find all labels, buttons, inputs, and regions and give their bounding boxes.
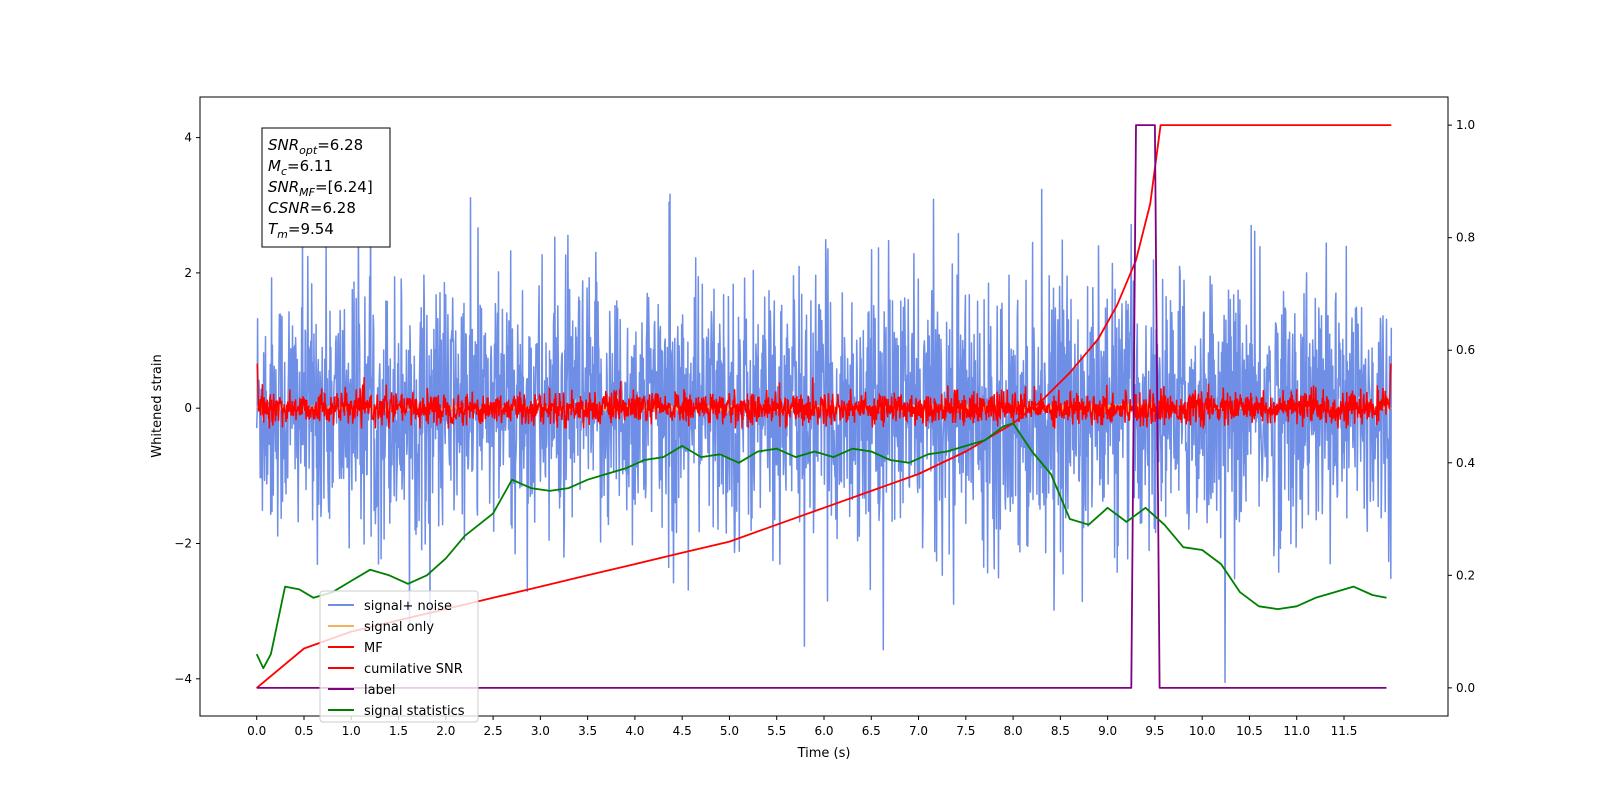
annotation-symbol: M [268,157,281,175]
annotation-frame [261,127,391,248]
x-tick-label: 2.5 [484,724,503,738]
y-tick-label: 0 [184,401,192,415]
series-label-line [256,124,1387,689]
annotation-symbol: CSNR [268,199,310,217]
annotation-value: =6.28 [317,136,363,154]
legend-frame [319,590,479,723]
x-axis: 0.0 0.5 1.0 1.5 2.0 2.5 3.0 3.5 4.0 4.5 5.0 5.5 6.0 6… [247,716,1357,738]
x-tick-label: 8.0 [1004,724,1023,738]
x-tick-label: 3.0 [531,724,550,738]
x-tick-label: 6.5 [862,724,881,738]
legend-entry: MF [364,641,383,656]
x-tick-label: 1.0 [342,724,361,738]
y-axis-left: −4 −2 0 2 4 [174,131,200,686]
x-tick-label: 10.0 [1189,724,1216,738]
annotation-subscript: c [281,165,287,178]
legend-entry: signal statistics [364,704,465,719]
x-tick-label: 6.0 [814,724,833,738]
annotation-value: =6.28 [310,199,356,217]
annotation-line: CSNR=6.28 [268,199,356,217]
y-axis-right: 0.0 0.2 0.4 0.6 0.8 1.0 [1448,118,1475,695]
x-tick-label: 8.5 [1051,724,1070,738]
annotation-subscript: MF [299,186,315,199]
x-tick-label: 11.5 [1331,724,1358,738]
x-tick-label: 3.5 [578,724,597,738]
y2-tick-label: 0.4 [1456,456,1475,470]
x-axis-label: Time (s) [797,746,851,761]
series-signal-noise-line [255,162,1393,683]
legend-entry: signal only [364,620,434,635]
annotation-line: SNRMF=[6.24] [268,178,373,199]
legend-entry: label [364,683,395,698]
annotation-value: =[6.24] [315,178,373,196]
x-tick-label: 4.0 [625,724,644,738]
series-mf-line [256,363,1392,429]
y-tick-label: 2 [184,266,192,280]
x-tick-label: 9.0 [1098,724,1117,738]
x-tick-label: 5.0 [720,724,739,738]
annotation-symbol: T [268,220,279,238]
annotation-box: SNRopt=6.28Mc=6.11SNRMF=[6.24]CSNR=6.28T… [261,127,391,248]
x-tick-label: 4.5 [673,724,692,738]
y-tick-label: −4 [174,672,192,686]
x-tick-label: 0.0 [247,724,266,738]
legend-entry: cumilative SNR [364,662,463,677]
y2-tick-label: 0.0 [1456,681,1475,695]
annotation-symbol: SNR [268,136,299,154]
x-tick-label: 1.5 [389,724,408,738]
annotation-subscript: opt [299,144,318,157]
annotation-line: SNRopt=6.28 [268,136,363,157]
y-tick-label: −2 [174,536,192,550]
y-tick-label: 4 [184,131,192,145]
x-tick-label: 10.5 [1236,724,1263,738]
y2-tick-label: 0.6 [1456,343,1475,357]
y2-tick-label: 1.0 [1456,118,1475,132]
x-tick-label: 7.0 [909,724,928,738]
x-tick-label: 5.5 [767,724,786,738]
series-signal-statistics-line [255,422,1387,670]
x-tick-label: 9.5 [1145,724,1164,738]
annotation-line: Mc=6.11 [268,157,333,178]
x-tick-label: 11.0 [1283,724,1310,738]
annotation-symbol: SNR [268,178,299,196]
legend-entry: signal+ noise [364,599,452,614]
x-tick-label: 2.0 [436,724,455,738]
x-tick-label: 7.5 [956,724,975,738]
y2-tick-label: 0.8 [1456,231,1475,245]
y2-tick-label: 0.2 [1456,568,1475,582]
x-tick-label: 0.5 [294,724,313,738]
y-axis-label: Whitened strain [150,354,165,457]
annotation-value: =9.54 [288,220,334,238]
annotation-line: Tm=9.54 [268,220,334,241]
annotation-subscript: m [277,228,288,241]
annotation-value: =6.11 [287,157,333,175]
legend: signal+ noise signal only MF cumilative SNR… [319,590,479,723]
